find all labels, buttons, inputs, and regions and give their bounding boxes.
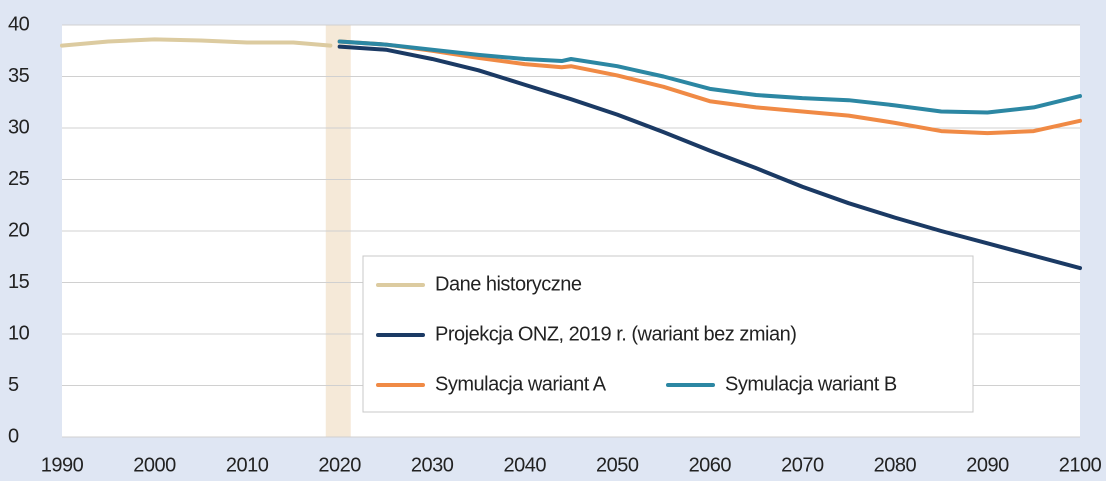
x-tick-label: 2090 (966, 454, 1009, 476)
x-tick-label: 2020 (318, 454, 361, 476)
x-tick-label: 2060 (689, 454, 732, 476)
y-tick-label: 20 (8, 219, 30, 241)
y-tick-label: 40 (8, 13, 30, 35)
x-tick-label: 1990 (41, 454, 84, 476)
x-tick-label: 2100 (1059, 454, 1102, 476)
x-tick-label: 2070 (781, 454, 824, 476)
line-series (337, 44, 1082, 271)
y-tick-label: 0 (8, 425, 19, 447)
x-tick-label: 2080 (874, 454, 917, 476)
y-tick-label: 10 (8, 322, 30, 344)
y-tick-label: 25 (8, 168, 30, 190)
legend-label: Dane historyczne (435, 273, 582, 295)
y-tick-label: 5 (8, 374, 19, 396)
line-series (60, 37, 333, 48)
legend-label: Symulacja wariant B (725, 373, 897, 395)
legend-label: Symulacja wariant A (435, 373, 607, 395)
x-tick-label: 2010 (226, 454, 269, 476)
x-tick-label: 2050 (596, 454, 639, 476)
y-tick-label: 30 (8, 116, 30, 138)
line-series (337, 39, 1082, 136)
x-tick-label: 2000 (133, 454, 176, 476)
x-tick-label: 2040 (503, 454, 546, 476)
legend-label: Projekcja ONZ, 2019 r. (wariant bez zmia… (435, 323, 796, 345)
line-series (337, 39, 1082, 115)
y-tick-label: 35 (8, 65, 30, 87)
x-tick-label: 2030 (411, 454, 454, 476)
y-tick-label: 15 (8, 271, 30, 293)
